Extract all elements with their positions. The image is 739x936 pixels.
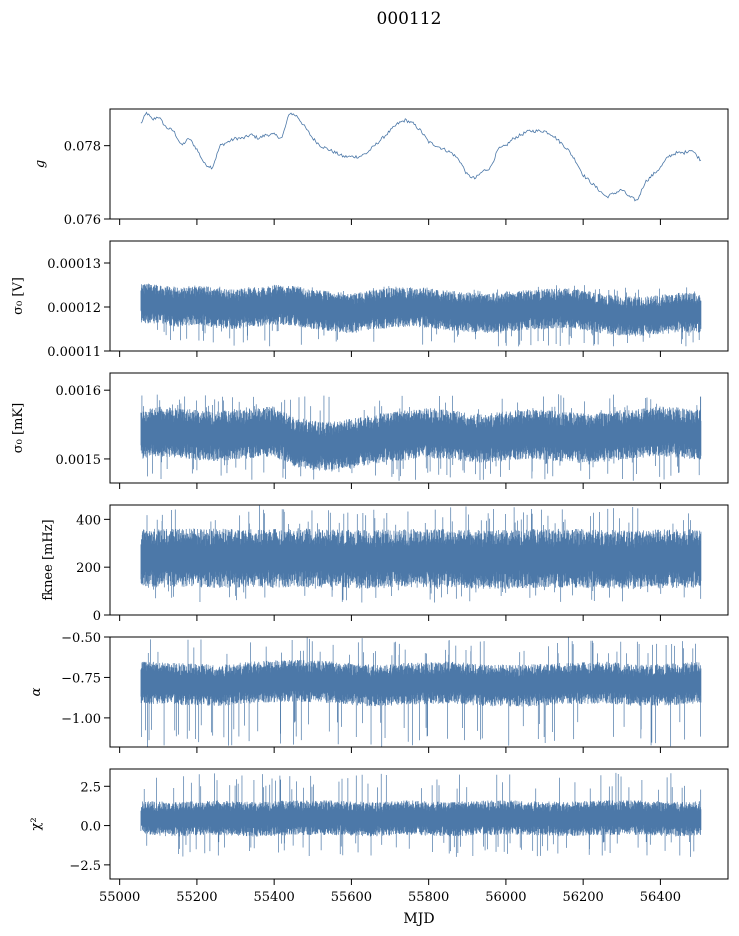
axes-frame <box>109 768 729 880</box>
x-tick-label: 55200 <box>176 890 217 905</box>
x-tick-label: 55800 <box>408 890 449 905</box>
y-tick-label: 0.0015 <box>56 453 102 468</box>
chart-panel: 0 200 400 fknee [mHz] <box>41 504 729 624</box>
axes-frame <box>109 636 729 748</box>
y-axis-label: σ₀ [mK] <box>11 403 26 453</box>
chart-panel: 0.076 0.078 g <box>33 108 729 228</box>
series-band <box>140 283 702 347</box>
y-tick-label: −2.5 <box>69 859 101 874</box>
series-band <box>140 394 702 481</box>
series-band <box>140 637 702 747</box>
y-axis-label: σ₀ [V] <box>11 277 26 315</box>
y-tick-label: −0.50 <box>61 631 101 646</box>
axes-frame <box>109 372 729 484</box>
x-tick-label: 56200 <box>562 890 603 905</box>
y-tick-label: 200 <box>76 561 101 576</box>
x-tick-label: 55400 <box>253 890 294 905</box>
y-tick-label: 0 <box>93 609 101 624</box>
x-axis-label: MJD <box>403 911 434 927</box>
chart-panel: −1.00 −0.75 −0.50 α <box>29 631 729 753</box>
y-axis-label: α <box>29 687 44 696</box>
figure-title: 000112 <box>377 9 442 29</box>
x-tick-label: 55600 <box>331 890 372 905</box>
chart-panel: 0.0015 0.0016 σ₀ [mK] <box>11 372 729 489</box>
y-tick-label: −0.75 <box>61 671 101 686</box>
y-tick-label: 2.5 <box>80 780 101 795</box>
y-tick-label: 400 <box>76 513 101 528</box>
y-tick-label: 0.078 <box>64 140 101 155</box>
series-line <box>140 111 702 202</box>
chart-panel: −2.5 0.0 2.5 55000 55200 55400 55600 55800 56000… <box>29 768 729 905</box>
x-tick-label: 56000 <box>485 890 526 905</box>
x-tick-label: 55000 <box>99 890 140 905</box>
axes-frame <box>109 108 729 220</box>
y-tick-label: 0.00011 <box>47 345 101 360</box>
y-tick-label: 0.0 <box>80 820 101 835</box>
chart-panel: 0.00011 0.00012 0.00013 σ₀ [V] <box>11 240 729 360</box>
y-tick-label: 0.00013 <box>47 257 101 272</box>
y-tick-label: 0.0016 <box>56 384 102 399</box>
y-axis-label: χ² <box>29 817 44 830</box>
y-axis-label: g <box>33 160 48 168</box>
y-tick-label: 0.00012 <box>47 301 101 316</box>
axes-frame <box>109 504 729 616</box>
x-tick-label: 56400 <box>640 890 681 905</box>
series-band <box>140 772 702 857</box>
series-band <box>140 505 702 603</box>
y-tick-label: 0.076 <box>64 213 101 228</box>
axes-frame <box>109 240 729 352</box>
y-tick-label: −1.00 <box>61 712 101 727</box>
y-axis-label: fknee [mHz] <box>41 519 56 600</box>
